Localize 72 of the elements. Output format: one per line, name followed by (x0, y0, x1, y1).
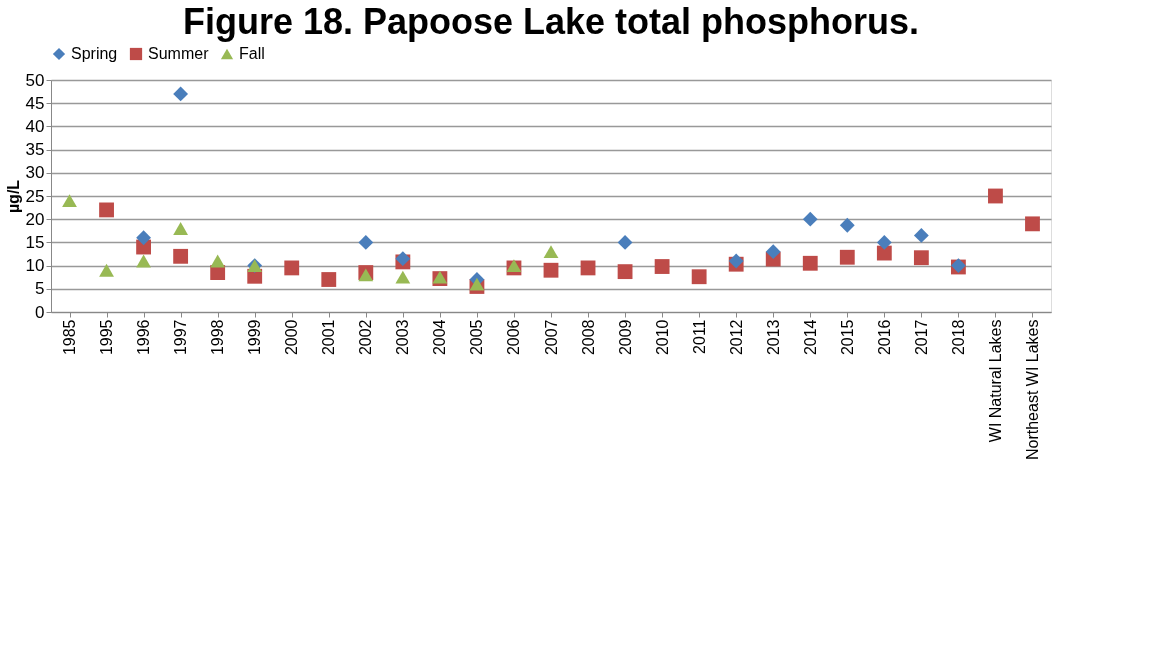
y-tick-label: 30 (25, 163, 45, 183)
point (395, 270, 411, 284)
x-tick-label: 2016 (875, 319, 893, 356)
point (1025, 216, 1040, 232)
point (284, 260, 300, 276)
x-tick-label: 2000 (283, 319, 301, 356)
x-tick-label: 2002 (357, 319, 375, 356)
point (691, 269, 707, 285)
x-tick-label: 1997 (172, 319, 190, 356)
x-tick-label: 2001 (320, 319, 338, 356)
point (617, 234, 633, 250)
x-tick-label: 1998 (209, 319, 227, 356)
x-tick-label: 2004 (431, 319, 449, 356)
x-tick-label: 2012 (727, 319, 745, 356)
point (321, 272, 337, 287)
legend-label: Spring (71, 45, 118, 62)
y-tick-label: 35 (25, 140, 45, 160)
x-tick-label: 2005 (468, 319, 486, 356)
point (543, 262, 559, 278)
point (543, 245, 559, 259)
point (654, 259, 670, 274)
x-tick-label: 2006 (505, 319, 523, 356)
y-tick-label: 5 (35, 279, 45, 299)
point (839, 249, 855, 265)
legend-label: Summer (148, 45, 210, 62)
x-tick-label: 1996 (135, 319, 153, 356)
point (62, 194, 77, 208)
point (173, 222, 189, 235)
x-tick-label: 2011 (690, 319, 708, 354)
point (173, 248, 189, 264)
x-tick-label: 1985 (61, 319, 79, 356)
x-tick-label: 2003 (394, 319, 412, 356)
x-tick-label: 1999 (246, 319, 264, 356)
point (913, 250, 929, 266)
point (136, 254, 152, 268)
y-tick-label: 40 (25, 116, 45, 136)
x-tick-label: WI Natural Lakes (986, 319, 1004, 443)
point (802, 211, 818, 227)
point (358, 234, 374, 250)
point (765, 244, 781, 260)
point (876, 234, 892, 250)
point (136, 230, 152, 246)
y-tick-label: 45 (25, 93, 45, 113)
y-tick-label: 50 (25, 70, 45, 90)
legend-label: Fall (239, 45, 265, 62)
chart-title: Figure 18. Papoose Lake total phosphorus. (182, 1, 920, 42)
point (988, 188, 1003, 204)
y-tick-label: 15 (25, 232, 45, 252)
point (839, 217, 855, 233)
y-tick-label: 25 (25, 186, 45, 206)
x-tick-label: 2017 (912, 319, 930, 356)
x-tick-label: 2010 (653, 319, 671, 356)
x-tick-label: 2015 (838, 319, 856, 356)
x-tick-label: 2013 (764, 319, 782, 356)
x-tick-label: 2018 (949, 319, 967, 356)
y-axis-title: µg/L (4, 179, 22, 214)
x-tick-label: 2007 (542, 319, 560, 356)
point (617, 264, 633, 280)
point (210, 254, 226, 268)
point (173, 86, 189, 102)
y-tick-label: 0 (35, 302, 45, 322)
point (99, 263, 114, 277)
x-tick-label: Northeast WI Lakes (1023, 319, 1041, 460)
x-tick-label: 2009 (616, 319, 634, 356)
x-tick-label: 2008 (579, 319, 597, 356)
point (913, 228, 929, 243)
y-tick-label: 20 (25, 209, 45, 229)
y-tick-label: 10 (25, 256, 45, 276)
x-tick-label: 1995 (98, 319, 116, 356)
point (99, 202, 114, 218)
x-tick-label: 2014 (801, 319, 819, 356)
point (802, 255, 818, 271)
